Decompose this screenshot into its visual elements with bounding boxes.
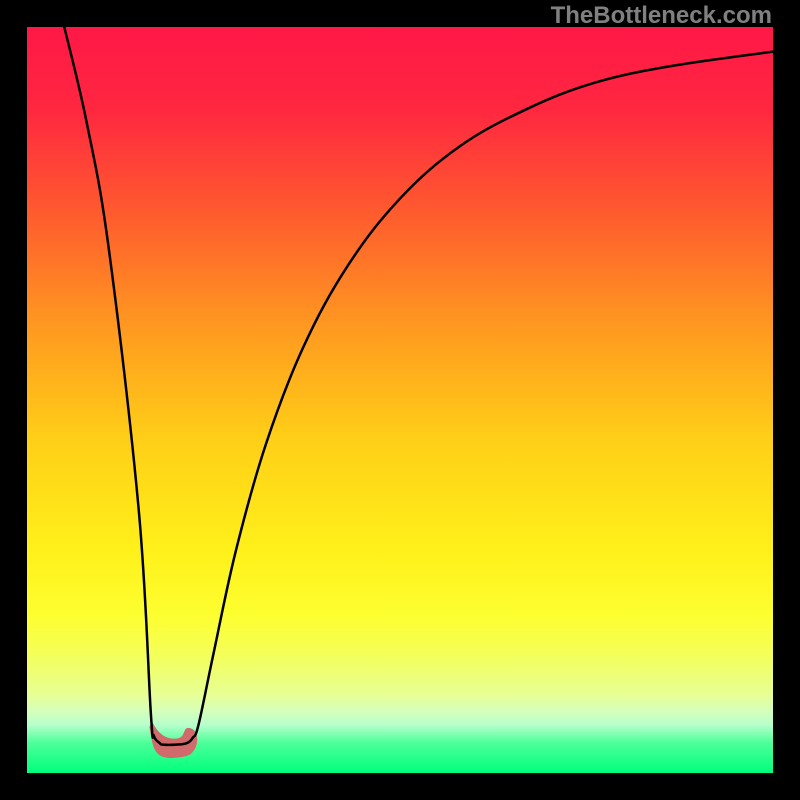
- curve-layer: [27, 27, 773, 773]
- watermark-text: TheBottleneck.com: [551, 2, 772, 30]
- plot-area: [27, 27, 773, 773]
- chart-container: TheBottleneck.com: [0, 0, 800, 800]
- bottleneck-curve: [64, 27, 773, 745]
